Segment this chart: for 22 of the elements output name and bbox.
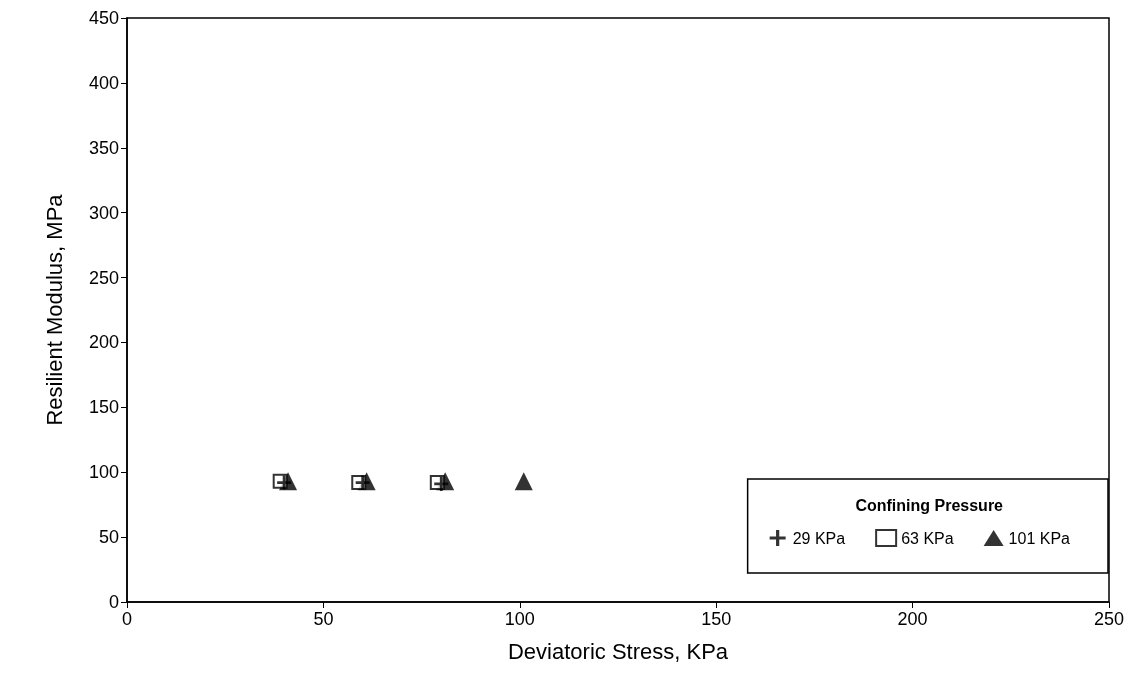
y-tick-label: 50 [98, 527, 119, 548]
y-axis-title: Resilient Modulus, MPa [41, 193, 67, 426]
y-tick-label: 150 [88, 397, 119, 418]
y-tick-label: 450 [88, 8, 119, 28]
x-tick-label: 150 [701, 609, 732, 629]
legend-title: Confining Pressure [855, 496, 1004, 514]
x-tick-label: 250 [1093, 609, 1125, 629]
legend-label: 29 KPa [792, 529, 846, 547]
x-tick-label: 0 [121, 609, 133, 629]
legend-label: 63 KPa [901, 529, 954, 547]
y-tick-label: 200 [88, 332, 119, 353]
x-axis-title: Deviatoric Stress, KPa [507, 638, 729, 664]
y-tick-label: 350 [88, 137, 119, 158]
x-tick-label: 100 [504, 609, 535, 629]
y-tick-label: 250 [88, 267, 119, 288]
legend-label: 101 KPa [1008, 529, 1071, 547]
y-tick-label: 0 [108, 592, 119, 612]
y-tick-label: 300 [88, 202, 119, 223]
x-tick-label: 50 [313, 609, 334, 629]
y-tick-label: 400 [88, 72, 119, 93]
x-tick-label: 200 [897, 609, 928, 629]
y-tick-label: 100 [88, 462, 119, 483]
